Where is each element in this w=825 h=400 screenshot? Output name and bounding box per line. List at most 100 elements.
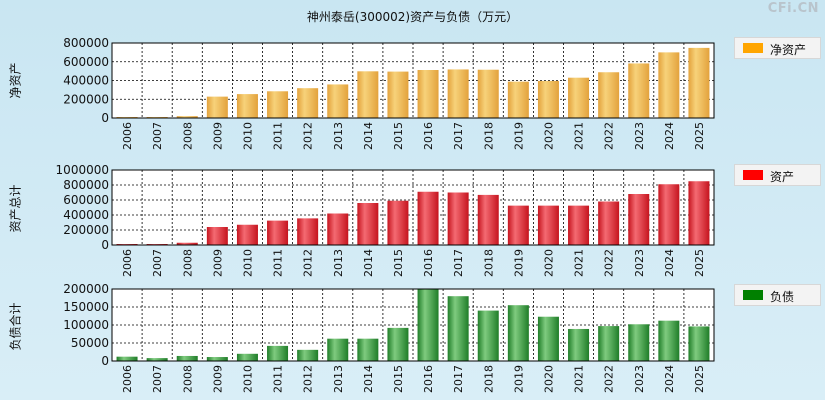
watermark-logo: CFi.CN bbox=[767, 1, 819, 16]
panel-1-bar-2023 bbox=[628, 194, 650, 245]
panel-2-bar-2020 bbox=[537, 316, 559, 361]
panel-2-bar-2013 bbox=[327, 338, 349, 361]
panel-1-bar-2011 bbox=[267, 220, 289, 245]
panel-0-ytick: 800000 bbox=[63, 36, 109, 50]
panel-1-bar-2014 bbox=[357, 203, 379, 245]
panel-0-xtick: 2009 bbox=[211, 122, 224, 150]
panel-1-bar-2009 bbox=[206, 227, 228, 245]
panel-1-bar-2018 bbox=[477, 194, 499, 245]
panel-0-xtick: 2013 bbox=[332, 122, 345, 150]
panel-1-bar-2024 bbox=[658, 184, 680, 245]
panel-1-xtick: 2017 bbox=[452, 249, 465, 277]
panel-0-xtick: 2021 bbox=[573, 122, 586, 150]
panel-2-xtick: 2013 bbox=[332, 365, 345, 393]
panel-0-bar-2012 bbox=[297, 88, 319, 118]
panel-1-bar-2010 bbox=[236, 224, 258, 245]
legend-swatch-assets bbox=[743, 170, 763, 180]
panel-2-xtick: 2017 bbox=[452, 365, 465, 393]
panel-1-xtick: 2019 bbox=[512, 249, 525, 277]
panel-0-bar-2014 bbox=[357, 71, 379, 118]
panel-1-xtick: 2023 bbox=[633, 249, 646, 277]
panel-2-frame bbox=[111, 288, 715, 362]
panel-0-ytick: 600000 bbox=[63, 55, 109, 69]
panel-0-frame bbox=[111, 42, 715, 119]
panel-1-bar-2019 bbox=[507, 205, 529, 245]
panel-2-xtick: 2014 bbox=[362, 365, 375, 393]
panel-0-ytick: 0 bbox=[101, 111, 109, 125]
legend-swatch-net-assets bbox=[743, 43, 763, 53]
panel-2-ytick: 0 bbox=[101, 354, 109, 368]
panel-1-bar-2016 bbox=[417, 191, 439, 245]
panel-0-bar-2020 bbox=[537, 80, 559, 118]
panel-1-bar-2013 bbox=[327, 213, 349, 245]
panel-2-bar-2014 bbox=[357, 338, 379, 361]
legend-label-assets: 资产 bbox=[770, 170, 795, 184]
panel-0-bar-2013 bbox=[327, 84, 349, 118]
panel-1-bar-2008 bbox=[176, 242, 198, 245]
panel-0-bar-2019 bbox=[507, 81, 529, 118]
panel-1-xtick: 2020 bbox=[542, 249, 555, 277]
panel-1-bar-2012 bbox=[297, 218, 319, 245]
panel-2-bar-2018 bbox=[477, 310, 499, 361]
panel-0-xtick: 2011 bbox=[272, 122, 285, 150]
panel-2-ytick: 150000 bbox=[63, 300, 109, 314]
panel-0-xtick: 2012 bbox=[302, 122, 315, 150]
panel-1-xtick: 2006 bbox=[121, 249, 134, 277]
legend-swatch-liabilities bbox=[743, 290, 763, 300]
panel-0-bar-2009 bbox=[206, 96, 228, 118]
panel-1-xtick: 2025 bbox=[693, 249, 706, 277]
legend-label-liabilities: 负债 bbox=[770, 290, 795, 304]
legend-assets: 资产 bbox=[734, 164, 821, 186]
panel-1-ytick: 1000000 bbox=[56, 163, 109, 177]
panel-0-bar-2015 bbox=[387, 71, 409, 118]
panel-1-bar-2015 bbox=[387, 200, 409, 245]
panel-2-bar-2023 bbox=[628, 324, 650, 361]
panel-1-bar-2021 bbox=[568, 205, 590, 245]
panel-2-xtick: 2016 bbox=[422, 365, 435, 393]
panel-2-ytick: 50000 bbox=[71, 336, 109, 350]
panel-0-xtick: 2007 bbox=[151, 122, 164, 150]
panel-0-ytick: 200000 bbox=[63, 92, 109, 106]
panel-2-bar-2010 bbox=[236, 353, 258, 361]
panel-0-bar-2008 bbox=[176, 116, 198, 118]
panel-1-bar-2022 bbox=[598, 201, 620, 245]
panel-2-bar-2008 bbox=[176, 355, 198, 361]
panel-1-xtick: 2015 bbox=[392, 249, 405, 277]
panel-2-bar-2017 bbox=[447, 296, 469, 361]
panel-0-bar-2023 bbox=[628, 63, 650, 118]
panel-1-xtick: 2014 bbox=[362, 249, 375, 277]
panel-2-bar-2024 bbox=[658, 320, 680, 361]
panel-2-xtick: 2019 bbox=[512, 365, 525, 393]
panel-0-xtick: 2008 bbox=[181, 122, 194, 150]
panel-0-xtick: 2024 bbox=[663, 122, 676, 150]
panel-2-ytick: 200000 bbox=[63, 282, 109, 296]
panel-2-bar-2011 bbox=[267, 345, 289, 361]
panel-1-ytick: 400000 bbox=[63, 208, 109, 222]
panel-1-bar-2017 bbox=[447, 192, 469, 245]
panel-1-ytick: 800000 bbox=[63, 178, 109, 192]
panel-2-xtick: 2022 bbox=[603, 365, 616, 393]
panel-2-bar-2021 bbox=[568, 328, 590, 361]
panel-1-ytick: 0 bbox=[101, 238, 109, 252]
panel-1-xtick: 2011 bbox=[272, 249, 285, 277]
legend-liabilities: 负债 bbox=[734, 284, 821, 306]
panel-2-xtick: 2007 bbox=[151, 365, 164, 393]
panel-0-xtick: 2025 bbox=[693, 122, 706, 150]
panel-0-bar-2011 bbox=[267, 91, 289, 118]
panel-2-xtick: 2009 bbox=[211, 365, 224, 393]
panel-2-bar-2022 bbox=[598, 326, 620, 361]
panel-2-bar-2012 bbox=[297, 349, 319, 361]
panel-1-xtick: 2016 bbox=[422, 249, 435, 277]
panel-1-xtick: 2008 bbox=[181, 249, 194, 277]
panel-2-bar-2015 bbox=[387, 327, 409, 361]
panel-2-xtick: 2012 bbox=[302, 365, 315, 393]
panel-1-bar-2025 bbox=[688, 181, 710, 245]
panel-0-xtick: 2018 bbox=[482, 122, 495, 150]
panel-2-xtick: 2020 bbox=[542, 365, 555, 393]
panel-1-ytick: 200000 bbox=[63, 223, 109, 237]
legend-label-net-assets: 净资产 bbox=[770, 43, 807, 57]
panel-2-xtick: 2011 bbox=[272, 365, 285, 393]
panel-0-bar-2024 bbox=[658, 52, 680, 118]
panel-2-bar-2009 bbox=[206, 357, 228, 361]
